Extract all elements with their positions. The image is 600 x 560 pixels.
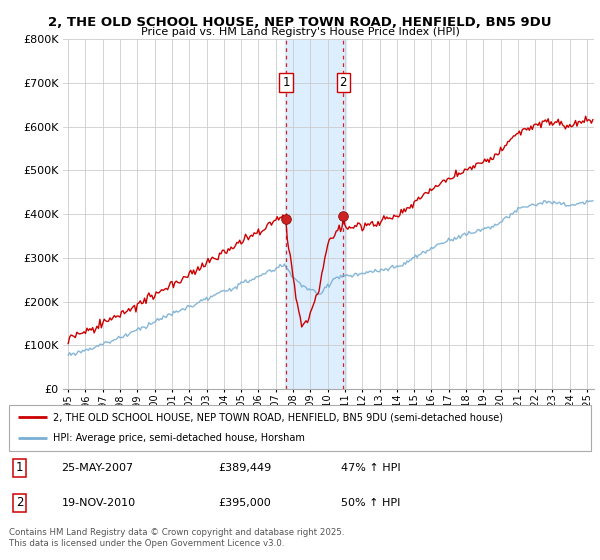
Text: 2: 2	[16, 496, 23, 509]
Text: 47% ↑ HPI: 47% ↑ HPI	[341, 463, 400, 473]
Text: 2, THE OLD SCHOOL HOUSE, NEP TOWN ROAD, HENFIELD, BN5 9DU: 2, THE OLD SCHOOL HOUSE, NEP TOWN ROAD, …	[48, 16, 552, 29]
Bar	[285, 39, 346, 389]
Text: £395,000: £395,000	[218, 498, 271, 507]
Text: HPI: Average price, semi-detached house, Horsham: HPI: Average price, semi-detached house,…	[53, 433, 305, 444]
Text: Price paid vs. HM Land Registry's House Price Index (HPI): Price paid vs. HM Land Registry's House …	[140, 27, 460, 37]
Text: 2: 2	[340, 77, 347, 90]
Text: 1: 1	[16, 461, 23, 474]
FancyBboxPatch shape	[9, 405, 591, 451]
Text: Contains HM Land Registry data © Crown copyright and database right 2025.
This d: Contains HM Land Registry data © Crown c…	[9, 528, 344, 548]
Text: 19-NOV-2010: 19-NOV-2010	[61, 498, 136, 507]
Text: 50% ↑ HPI: 50% ↑ HPI	[341, 498, 400, 507]
Text: £389,449: £389,449	[218, 463, 272, 473]
Text: 2, THE OLD SCHOOL HOUSE, NEP TOWN ROAD, HENFIELD, BN5 9DU (semi-detached house): 2, THE OLD SCHOOL HOUSE, NEP TOWN ROAD, …	[53, 412, 503, 422]
Text: 25-MAY-2007: 25-MAY-2007	[61, 463, 134, 473]
Text: 1: 1	[283, 77, 290, 90]
